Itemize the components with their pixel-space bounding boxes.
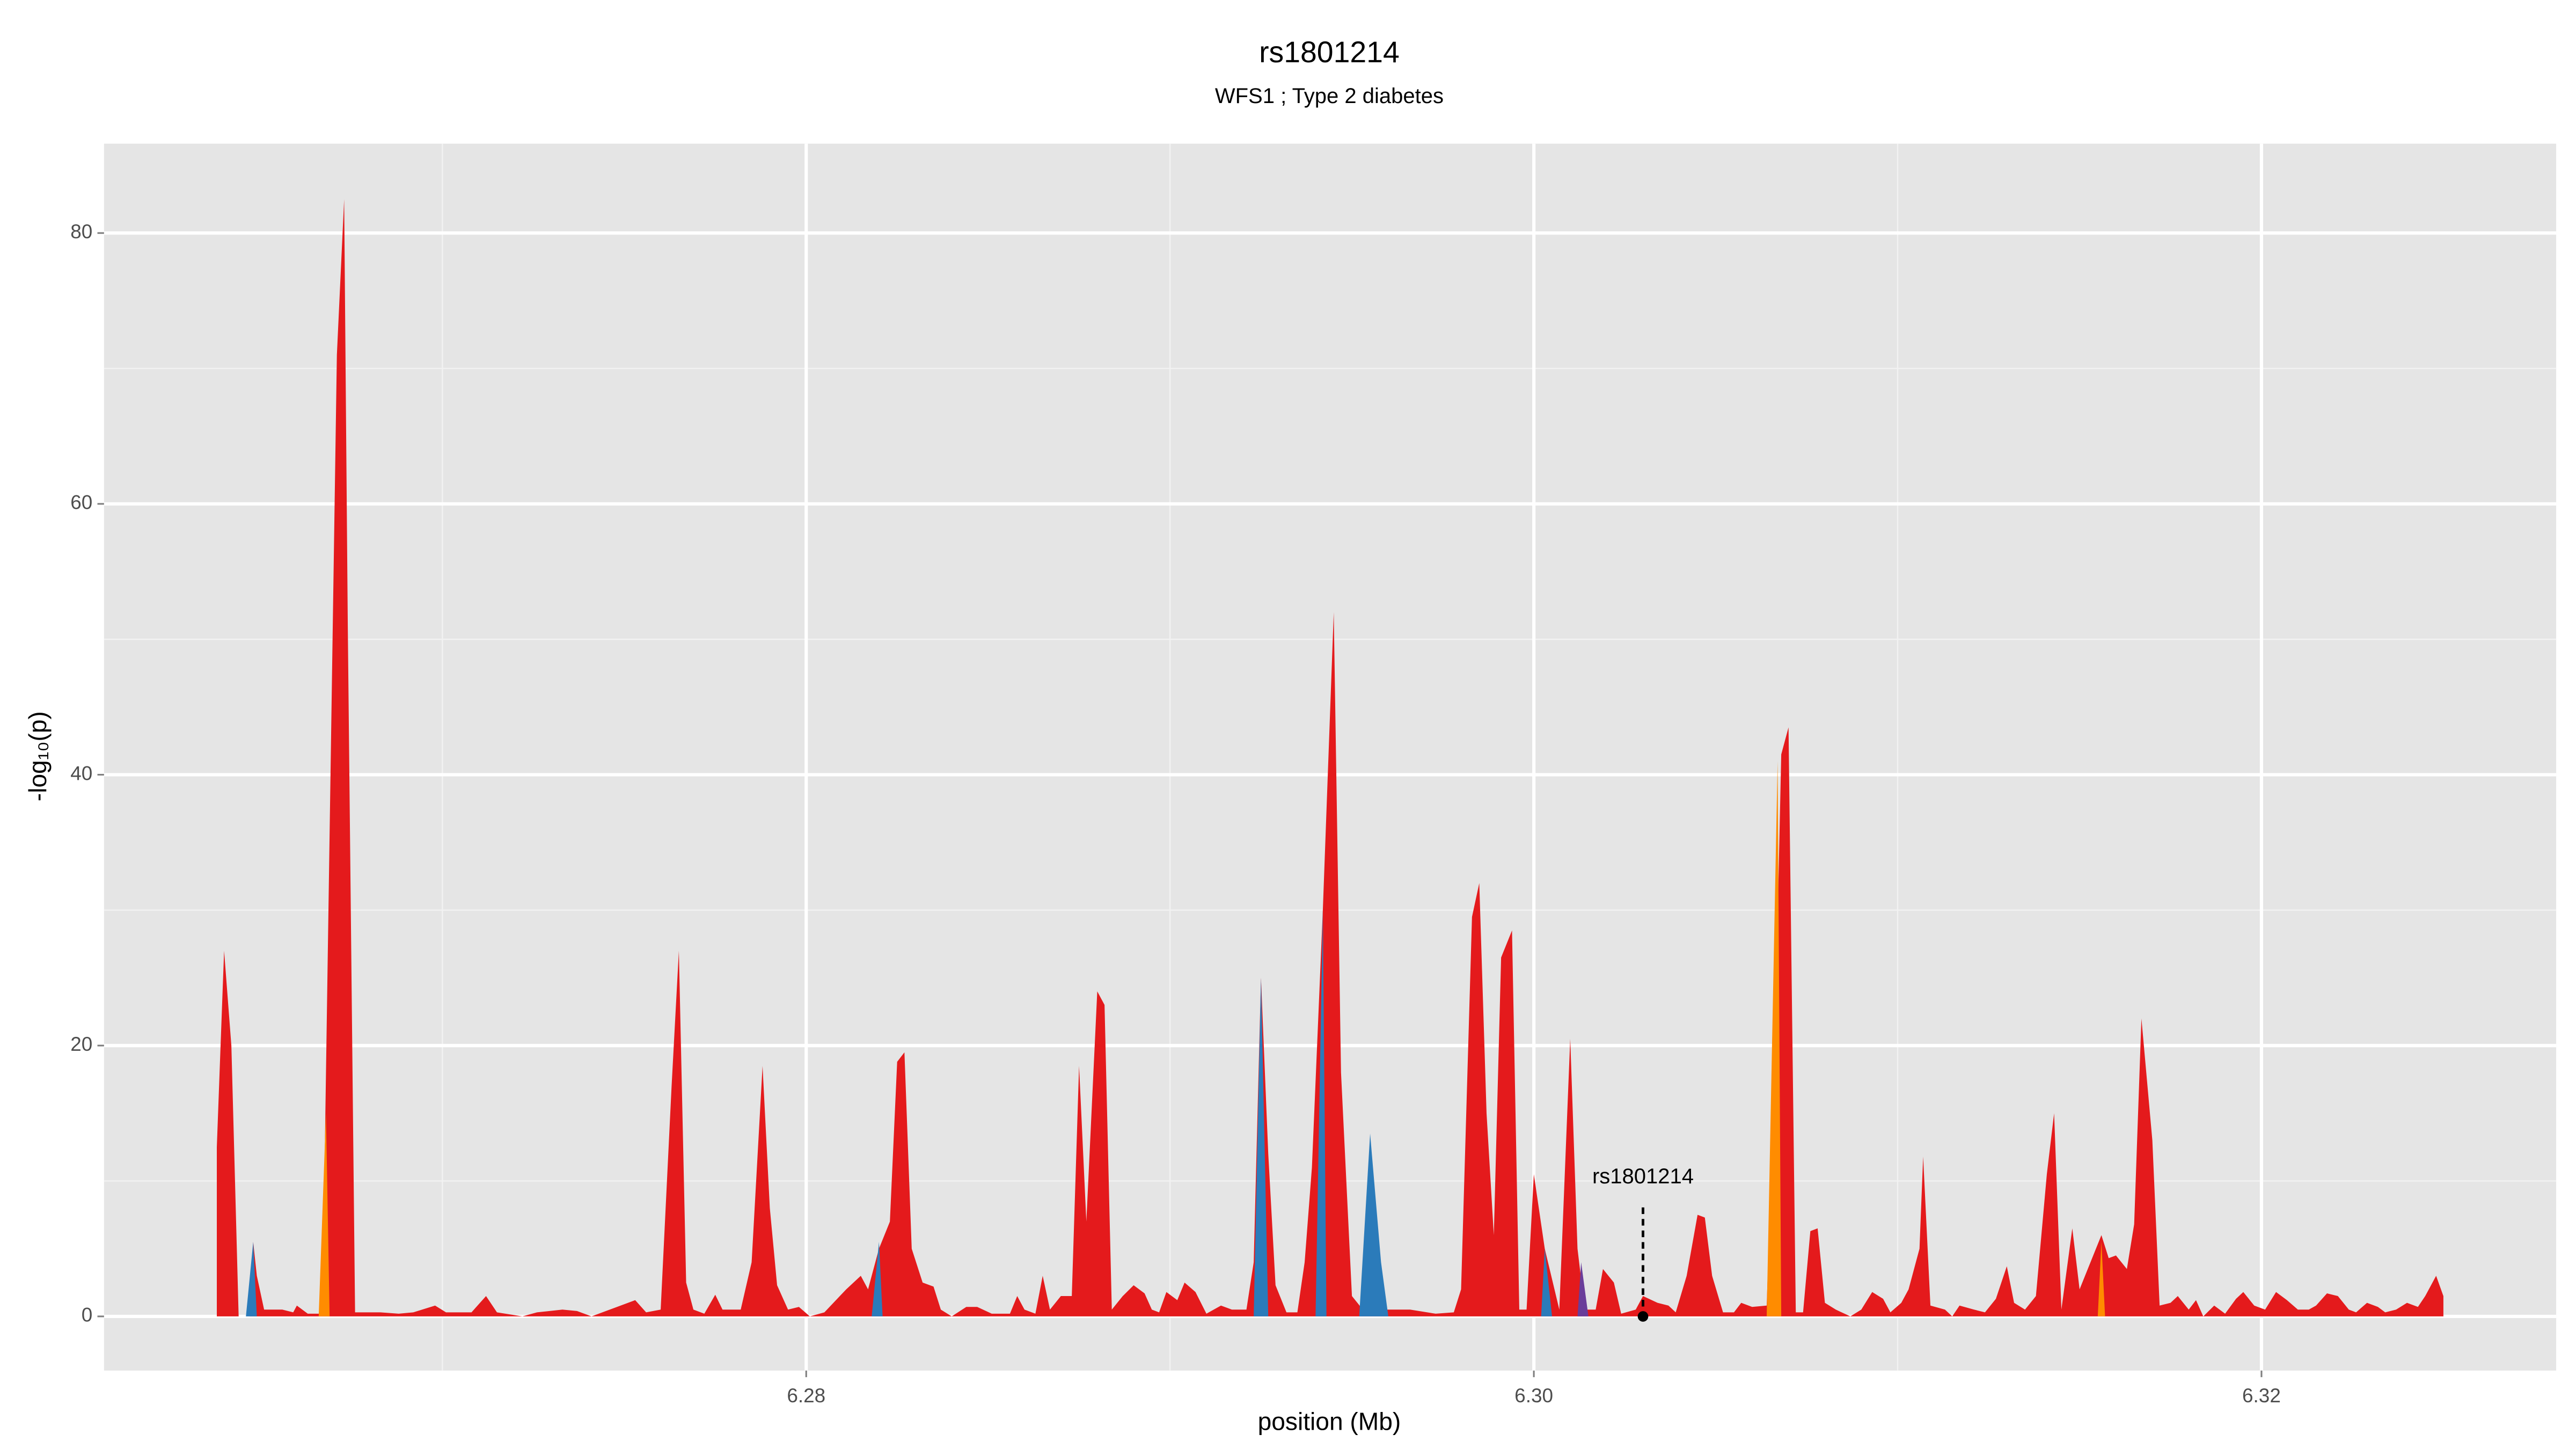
y-tick-label: 20: [70, 1033, 92, 1055]
x-tick-label: 6.32: [2242, 1385, 2281, 1407]
chart-title: rs1801214: [1259, 35, 1400, 69]
y-tick-label: 80: [70, 221, 92, 243]
annotation-point: [1637, 1311, 1649, 1322]
y-axis-label: -log₁₀(p): [24, 711, 52, 801]
y-tick-label: 40: [70, 762, 92, 784]
x-tick-label: 6.30: [1514, 1385, 1553, 1407]
y-tick-label: 0: [82, 1304, 93, 1326]
labels: 6.28 6.30 6.32 0 20 40 60 80 rs1801214: [70, 221, 2281, 1407]
annotation-label: rs1801214: [1592, 1165, 1694, 1188]
x-axis-label: position (Mb): [1258, 1407, 1401, 1435]
area: [217, 199, 2443, 1316]
area: [1577, 1262, 1589, 1316]
x-tick-label: 6.28: [787, 1385, 825, 1407]
marks: [217, 199, 2443, 1322]
chart-subtitle: WFS1 ; Type 2 diabetes: [1215, 84, 1444, 108]
y-tick-label: 60: [70, 492, 92, 514]
